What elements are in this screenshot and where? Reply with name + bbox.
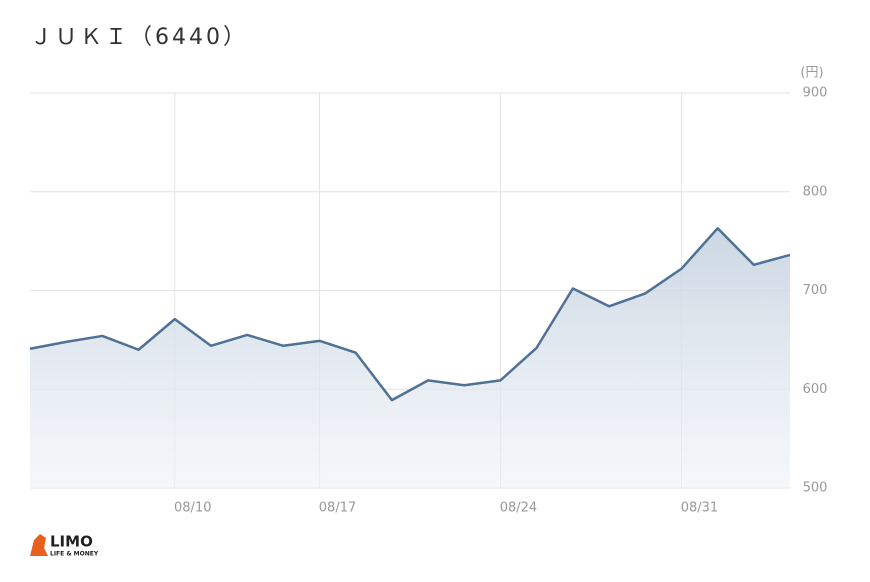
x-tick-label: 08/10 (174, 501, 211, 516)
unit-label: (円) (800, 66, 823, 81)
logo-tagline: LIFE & MONEY (50, 551, 99, 558)
y-tick-label: 900 (803, 86, 828, 101)
area (30, 228, 790, 488)
y-tick-label: 800 (803, 184, 828, 199)
y-tick-label: 500 (803, 481, 828, 496)
chart-title: ＪＵＫＩ（6440） (30, 25, 248, 50)
logo-name: LIMO (50, 533, 93, 551)
logo-icon (30, 534, 48, 556)
x-tick-label: 08/17 (319, 501, 356, 516)
line (29, 227, 791, 402)
x-tick-label: 08/24 (500, 501, 537, 516)
x-tick-label: 08/31 (681, 501, 718, 516)
y-tick-label: 600 (803, 382, 828, 397)
logo: LIMO LIFE & MONEY (30, 533, 99, 558)
y-tick-label: 700 (803, 283, 828, 298)
